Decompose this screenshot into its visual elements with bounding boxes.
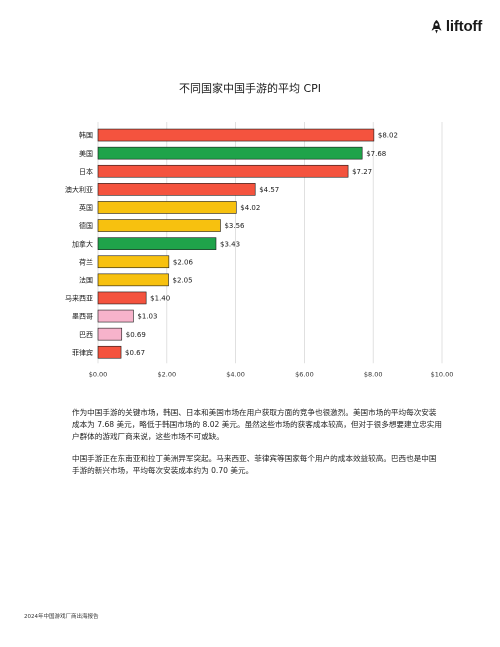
liftoff-logo[interactable]: liftoff: [430, 18, 482, 35]
chart-title: 不同国家中国手游的平均 CPI: [178, 82, 322, 95]
bar: [97, 273, 169, 287]
bar: [97, 345, 122, 359]
x-tick-label: $0.00: [89, 370, 108, 378]
category-label: 澳大利亚: [65, 185, 93, 194]
category-label: 法国: [79, 275, 93, 284]
x-tick-label: $4.00: [226, 370, 245, 378]
category-label: 巴西: [79, 331, 93, 339]
value-label: $7.68: [366, 150, 386, 158]
rocket-icon: [431, 19, 442, 33]
cpi-bar-chart: $0.00 $2.00 $4.00 $6.00 $8.00 $10.00 韩国 $8.02 美国…: [65, 122, 454, 378]
bar: [97, 237, 217, 250]
bar: [97, 327, 123, 341]
category-label: 加拿大: [72, 239, 93, 248]
category-label: 日本: [79, 167, 93, 176]
footer-text: 2024年中国游戏厂商出海报告: [24, 614, 99, 620]
category-label: 马来西亚: [65, 295, 93, 303]
category-label: 荷兰: [79, 257, 93, 266]
category-label: 英国: [79, 203, 93, 212]
bar: [97, 255, 170, 269]
bar: [97, 183, 256, 196]
bar: [97, 219, 221, 232]
category-label: 德国: [79, 221, 93, 230]
value-label: $2.06: [173, 258, 194, 266]
bar: [97, 128, 375, 142]
paragraph-2: 中国手游正在东南亚和拉丁美洲异军突起。马来西亚、菲律宾等国家每个用户的成本效益较…: [72, 454, 437, 475]
category-label: 韩国: [79, 131, 93, 140]
value-label: $8.02: [378, 132, 398, 140]
value-label: $4.02: [240, 204, 260, 212]
brand-name: liftoff: [445, 18, 482, 35]
x-tick-label: $6.00: [295, 370, 314, 378]
bar: [97, 291, 147, 305]
value-label: $3.43: [220, 240, 240, 248]
bar: [97, 164, 349, 178]
value-label: $0.67: [125, 349, 145, 357]
value-label: $1.03: [137, 313, 157, 321]
x-tick-label: $8.00: [364, 370, 383, 378]
category-label: 美国: [79, 149, 93, 158]
value-label: $1.40: [150, 295, 170, 303]
bar: [97, 201, 237, 214]
value-label: $2.05: [173, 276, 193, 284]
value-label: $3.56: [224, 222, 245, 230]
category-label: 墨西哥: [72, 313, 93, 321]
bar: [97, 309, 134, 323]
x-tick-label: $10.00: [431, 370, 454, 378]
value-label: $7.27: [352, 168, 372, 176]
bar: [97, 146, 363, 160]
category-label: 菲律宾: [72, 348, 93, 357]
value-label: $4.57: [259, 186, 279, 194]
paragraph-1: 作为中国手游的关键市场，韩国、日本和美国市场在用户获取方面的竞争也很激烈。美国市…: [72, 408, 442, 441]
x-tick-label: $2.00: [157, 370, 176, 378]
value-label: $0.69: [126, 331, 146, 339]
